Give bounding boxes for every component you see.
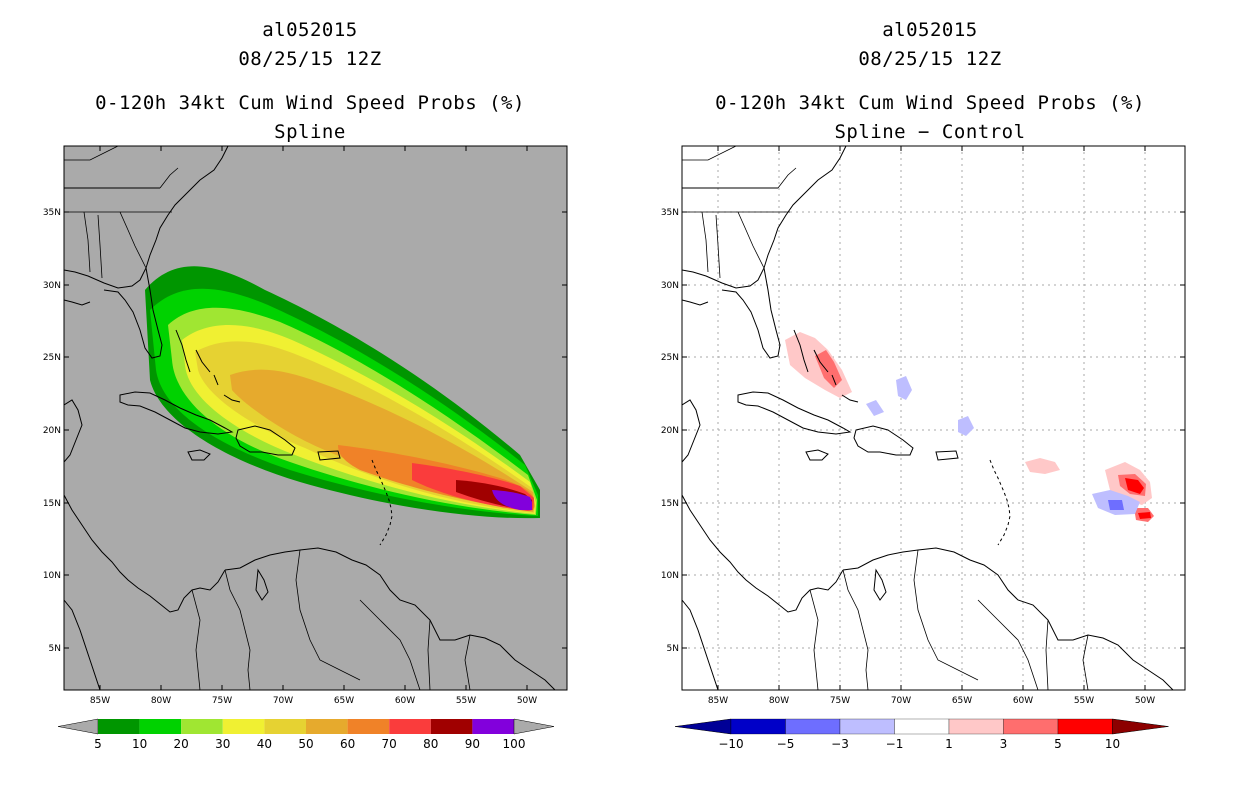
right-difference-field [682,146,1185,690]
right-lon-label: 80W [769,696,789,706]
right-lon-label: 75W [830,696,850,706]
left-storm-id: al052015 [262,19,358,41]
right-lon-label: 70W [891,696,911,706]
right-lat-label: 35N [661,208,679,218]
right-map-background [682,146,1185,690]
right-product: 0-120h 34kt Cum Wind Speed Probs (%) [715,92,1145,114]
left-colorbar-swatch [472,719,514,734]
left-probability-field [64,146,556,690]
right-lon-label: 55W [1074,696,1094,706]
right-colorbar-swatch [894,718,950,735]
right-lat-label: 10N [661,571,679,581]
left-lon-label: 55W [456,696,476,706]
right-datetime: 08/25/15 12Z [858,48,1002,70]
right-colorbar-label: −10 [718,737,743,751]
left-colorbar-swatch [306,719,348,734]
left-colorbar-label: 30 [215,737,230,751]
right-colorbar-high-triangle [1112,718,1169,735]
left-lat-label: 20N [43,426,61,436]
left-colorbar-label: 40 [257,737,272,751]
right-colorbar-swatch [785,718,841,735]
left-map-panel: 85W 80W 75W 70W 65W 60W 55W 50W 35N 30N 25N 20N 15N 1… [43,145,568,706]
left-colorbar-swatch [347,719,390,734]
right-colorbar-swatch [1057,718,1113,735]
right-colorbar-low-triangle [674,718,732,735]
right-colorbar-swatch [948,718,1004,735]
left-colorbar-label: 10 [132,737,147,751]
right-lat-label: 25N [661,353,679,363]
left-colorbar-swatch [389,719,431,734]
right-colorbar-label: 1 [945,737,953,751]
left-colorbar: 5 10 20 30 40 50 60 70 80 90 100 [57,718,555,751]
left-product: 0-120h 34kt Cum Wind Speed Probs (%) [95,92,525,114]
right-colorbar-label: 5 [1054,737,1062,751]
left-lon-label: 50W [517,696,537,706]
right-colorbar-swatch [730,718,786,735]
left-lat-label: 35N [43,208,61,218]
right-lon-label: 65W [952,696,972,706]
right-storm-id: al052015 [882,19,978,41]
right-subtitle: Spline − Control [834,121,1026,143]
left-colorbar-label: 60 [340,737,355,751]
left-colorbar-label: 100 [503,737,526,751]
left-colorbar-label: 70 [382,737,397,751]
right-colorbar-label: 3 [1000,737,1008,751]
right-lat-label: 15N [661,499,679,509]
right-colorbar: −10 −5 −3 −1 1 3 5 10 [674,718,1169,751]
right-lon-label: 50W [1135,696,1155,706]
left-colorbar-label: 90 [465,737,480,751]
left-colorbar-swatch [98,719,140,734]
right-colorbar-label: 10 [1105,737,1120,751]
right-colorbar-label: −3 [831,737,849,751]
left-lon-label: 60W [395,696,415,706]
right-map-panel: 85W 80W 75W 70W 65W 60W 55W 50W 35N 30N 25N 20N 15N 1… [661,145,1186,706]
left-lat-label: 25N [43,353,61,363]
left-colorbar-swatch [430,719,473,734]
left-lon-label: 80W [151,696,171,706]
right-title: al052015 08/25/15 12Z 0-120h 34kt Cum Wi… [660,16,1200,147]
left-lon-label: 75W [212,696,232,706]
left-colorbar-swatch [181,719,223,734]
right-lat-label: 5N [667,644,679,654]
left-lon-label: 85W [90,696,110,706]
left-colorbar-low-triangle [57,718,99,735]
left-lon-label: 65W [334,696,354,706]
left-colorbar-label: 50 [298,737,313,751]
right-lon-label: 60W [1013,696,1033,706]
left-subtitle: Spline [274,121,346,143]
left-title: al052015 08/25/15 12Z 0-120h 34kt Cum Wi… [40,16,580,147]
left-lat-label: 30N [43,281,61,291]
left-datetime: 08/25/15 12Z [238,48,382,70]
right-lat-label: 20N [661,426,679,436]
left-lat-label: 15N [43,499,61,509]
right-lon-label: 85W [708,696,728,706]
right-colorbar-label: −1 [886,737,904,751]
right-lat-label: 30N [661,281,679,291]
left-colorbar-swatch [264,719,306,734]
left-colorbar-swatch [222,719,265,734]
right-colorbar-swatch [839,718,895,735]
right-colorbar-label: −5 [777,737,795,751]
left-colorbar-swatch [139,719,182,734]
right-colorbar-swatch [1003,718,1059,735]
left-lon-label: 70W [273,696,293,706]
left-lat-label: 10N [43,571,61,581]
left-colorbar-label: 20 [174,737,189,751]
left-colorbar-label: 5 [94,737,102,751]
left-colorbar-high-triangle [513,718,555,735]
left-lat-label: 5N [49,644,61,654]
left-colorbar-label: 80 [423,737,438,751]
